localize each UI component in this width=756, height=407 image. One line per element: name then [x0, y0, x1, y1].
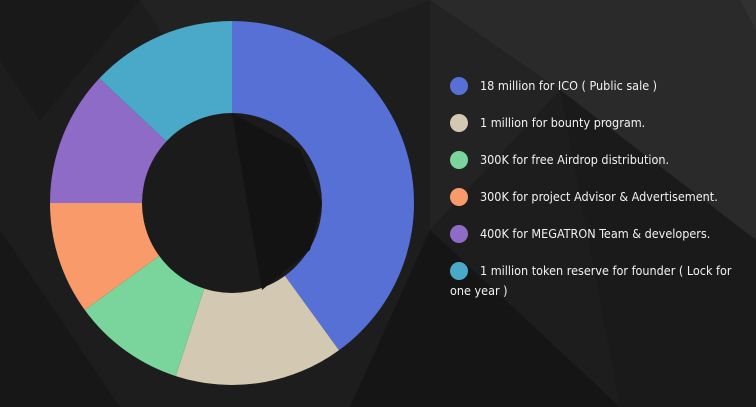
donut-slice: [232, 21, 415, 351]
legend-item: 1 million token reserve for founder ( Lo…: [450, 261, 750, 301]
legend-swatch: [450, 262, 468, 280]
chart-legend: 18 million for ICO ( Public sale ) 1 mil…: [450, 76, 750, 318]
legend-label: 300K for project Advisor & Advertisement…: [480, 189, 718, 204]
legend-label: 300K for free Airdrop distribution.: [480, 152, 670, 167]
legend-swatch: [450, 77, 468, 95]
legend-swatch: [450, 225, 468, 243]
legend-item: 300K for project Advisor & Advertisement…: [450, 187, 750, 207]
legend-item: 18 million for ICO ( Public sale ): [450, 76, 750, 96]
hole-inner-shade: [232, 113, 322, 290]
legend-label: 400K for MEGATRON Team & developers.: [480, 226, 711, 241]
legend-item: 400K for MEGATRON Team & developers.: [450, 224, 750, 244]
legend-item: 1 million for bounty program.: [450, 113, 750, 133]
legend-swatch: [450, 151, 468, 169]
legend-label: 18 million for ICO ( Public sale ): [480, 78, 658, 93]
legend-swatch: [450, 188, 468, 206]
legend-swatch: [450, 114, 468, 132]
legend-label: 1 million token reserve for founder ( Lo…: [450, 263, 732, 298]
donut-slice: [175, 203, 339, 385]
legend-label: 1 million for bounty program.: [480, 115, 646, 130]
legend-item: 300K for free Airdrop distribution.: [450, 150, 750, 170]
